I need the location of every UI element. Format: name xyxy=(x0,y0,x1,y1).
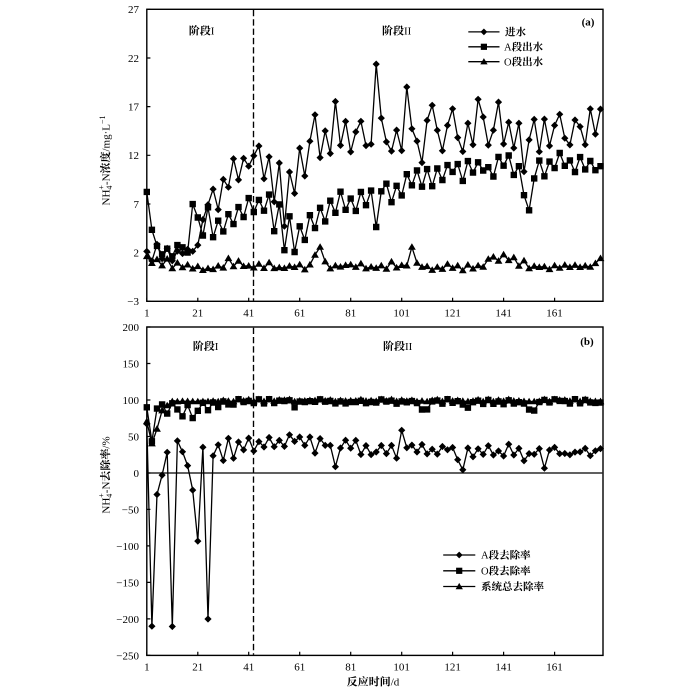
svg-text:-N: -N xyxy=(100,482,112,494)
svg-text:101: 101 xyxy=(393,661,410,673)
svg-text:61: 61 xyxy=(294,661,305,673)
svg-text:50: 50 xyxy=(128,431,140,443)
svg-text:150: 150 xyxy=(123,358,140,370)
svg-text:−200: −200 xyxy=(116,614,139,626)
svg-text:61: 61 xyxy=(294,307,305,319)
svg-text:21: 21 xyxy=(192,307,203,319)
svg-text:O: O xyxy=(504,57,512,68)
svg-text:4: 4 xyxy=(105,186,114,190)
svg-text:(a): (a) xyxy=(582,17,595,29)
svg-text:22: 22 xyxy=(128,53,139,65)
svg-text:21: 21 xyxy=(192,661,203,673)
svg-text:81: 81 xyxy=(345,661,356,673)
svg-text:0: 0 xyxy=(134,468,140,480)
svg-text:1: 1 xyxy=(144,661,150,673)
svg-text:121: 121 xyxy=(444,661,461,673)
svg-text:(b): (b) xyxy=(580,336,594,348)
svg-text:17: 17 xyxy=(128,102,140,114)
svg-text:200: 200 xyxy=(123,322,140,334)
svg-text:161: 161 xyxy=(546,307,563,319)
svg-text:/d: /d xyxy=(391,677,400,689)
svg-text:−3: −3 xyxy=(127,296,139,308)
svg-text:NH: NH xyxy=(100,190,112,206)
svg-text:−1: −1 xyxy=(98,115,107,124)
svg-text:2: 2 xyxy=(134,248,140,260)
svg-text:+: + xyxy=(97,185,106,190)
svg-text:I: I xyxy=(215,341,219,353)
svg-text:141: 141 xyxy=(495,307,512,319)
svg-text:-N: -N xyxy=(100,173,112,185)
svg-text:O: O xyxy=(481,567,489,578)
svg-text:/%: /% xyxy=(100,436,112,448)
svg-text:41: 41 xyxy=(243,661,254,673)
svg-text:12: 12 xyxy=(128,150,139,162)
svg-text:101: 101 xyxy=(393,307,410,319)
svg-text:121: 121 xyxy=(444,307,461,319)
svg-text:−150: −150 xyxy=(116,577,139,589)
svg-text:−50: −50 xyxy=(122,504,140,516)
svg-text:+: + xyxy=(97,493,106,498)
svg-text:41: 41 xyxy=(243,307,254,319)
svg-text:−250: −250 xyxy=(116,650,139,662)
svg-text:27: 27 xyxy=(128,4,140,16)
svg-text:7: 7 xyxy=(134,199,140,211)
svg-text:A: A xyxy=(504,43,512,54)
svg-text:NH: NH xyxy=(100,498,112,514)
svg-text:I: I xyxy=(211,26,215,38)
svg-text:1: 1 xyxy=(144,307,150,319)
svg-text:81: 81 xyxy=(345,307,356,319)
svg-text:141: 141 xyxy=(495,661,512,673)
svg-text:II: II xyxy=(405,341,413,353)
svg-text:4: 4 xyxy=(105,494,114,498)
svg-text:/mg·L: /mg·L xyxy=(100,124,112,152)
svg-text:100: 100 xyxy=(123,395,140,407)
svg-text:−100: −100 xyxy=(116,541,139,553)
svg-text:A: A xyxy=(481,551,489,562)
svg-text:161: 161 xyxy=(546,661,563,673)
svg-text:II: II xyxy=(404,26,412,38)
